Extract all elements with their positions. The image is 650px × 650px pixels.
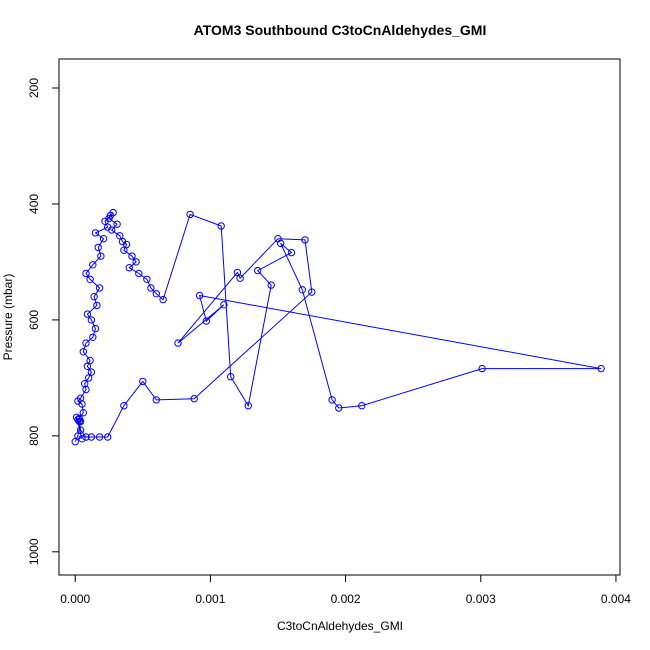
data-point — [93, 301, 101, 310]
chart-title: ATOM3 Southbound C3toCnAldehydes_GMI — [194, 22, 487, 38]
data-point — [87, 316, 96, 324]
data-point — [95, 433, 104, 441]
data-point — [236, 274, 244, 282]
y-tick-label: 200 — [27, 78, 41, 98]
data-point — [94, 243, 102, 252]
data-point — [152, 396, 161, 404]
data-point — [298, 286, 306, 294]
data-point — [301, 236, 309, 244]
data-point — [89, 333, 97, 341]
x-tick-label: 0.003 — [466, 592, 496, 606]
data-point — [82, 269, 90, 278]
data-point — [79, 409, 88, 417]
x-tick-label: 0.002 — [331, 592, 361, 606]
data-point — [86, 275, 94, 283]
data-point — [97, 252, 105, 260]
y-tick-label: 800 — [27, 426, 41, 446]
data-point — [220, 301, 228, 309]
data-point — [358, 402, 366, 410]
data-point — [95, 284, 104, 292]
series-line — [74, 212, 602, 442]
data-point — [104, 433, 112, 441]
data-point — [143, 275, 151, 283]
data-point — [244, 402, 253, 410]
x-axis-title: C3toCnAldehydes_GMI — [277, 619, 403, 633]
data-point — [227, 373, 235, 381]
data-point — [91, 229, 100, 237]
y-tick-label: 1000 — [27, 538, 41, 565]
data-point — [105, 214, 113, 223]
data-point — [76, 426, 85, 434]
x-tick-label: 0.001 — [195, 592, 225, 606]
data-point — [78, 435, 86, 443]
data-point — [128, 252, 136, 260]
data-point — [109, 208, 117, 217]
data-point — [159, 295, 167, 304]
data-point — [90, 293, 98, 301]
x-axis: 0.000 0.001 0.002 0.003 0.004 — [60, 574, 631, 606]
data-point — [120, 246, 128, 255]
data-point — [597, 364, 605, 373]
data-point — [86, 356, 94, 365]
plot-frame — [58, 58, 621, 576]
data-point — [87, 433, 96, 441]
x-tick-label: 0.000 — [60, 592, 90, 606]
data-point — [328, 396, 336, 404]
data-layer — [71, 208, 605, 446]
data-point — [267, 281, 275, 289]
data-point — [147, 284, 155, 292]
data-point — [135, 269, 143, 278]
data-point — [82, 339, 90, 347]
data-point — [91, 324, 100, 333]
data-point — [87, 368, 96, 376]
y-axis: 200 400 600 800 1000 — [27, 78, 60, 565]
data-point — [478, 364, 486, 373]
data-point — [174, 339, 182, 347]
data-point — [120, 402, 128, 410]
data-point — [108, 226, 116, 234]
data-point — [139, 377, 147, 386]
data-point — [217, 222, 225, 230]
data-point — [83, 362, 92, 370]
data-point — [190, 395, 198, 403]
data-point — [287, 248, 296, 257]
data-point — [76, 394, 85, 402]
y-tick-label: 400 — [27, 194, 41, 214]
data-point — [81, 380, 89, 388]
data-point — [89, 261, 97, 269]
data-point — [71, 438, 79, 446]
x-tick-label: 0.004 — [601, 592, 631, 606]
data-point — [82, 433, 90, 441]
data-point — [132, 258, 140, 266]
data-point — [254, 266, 262, 275]
data-point — [233, 268, 242, 277]
y-tick-label: 600 — [27, 310, 41, 330]
data-point — [186, 210, 194, 219]
data-point — [152, 290, 161, 298]
data-point — [125, 264, 134, 272]
data-point — [122, 240, 131, 249]
data-point — [85, 374, 93, 382]
data-point — [274, 235, 282, 243]
data-point — [308, 288, 316, 296]
data-point — [116, 232, 124, 240]
data-point — [72, 413, 81, 421]
data-point — [99, 235, 108, 243]
data-point — [195, 291, 204, 300]
y-axis-title: Pressure (mbar) — [1, 274, 15, 361]
data-point — [79, 348, 88, 356]
data-point — [83, 310, 92, 318]
data-point — [335, 404, 343, 412]
data-point — [202, 317, 211, 325]
data-point — [113, 220, 121, 228]
